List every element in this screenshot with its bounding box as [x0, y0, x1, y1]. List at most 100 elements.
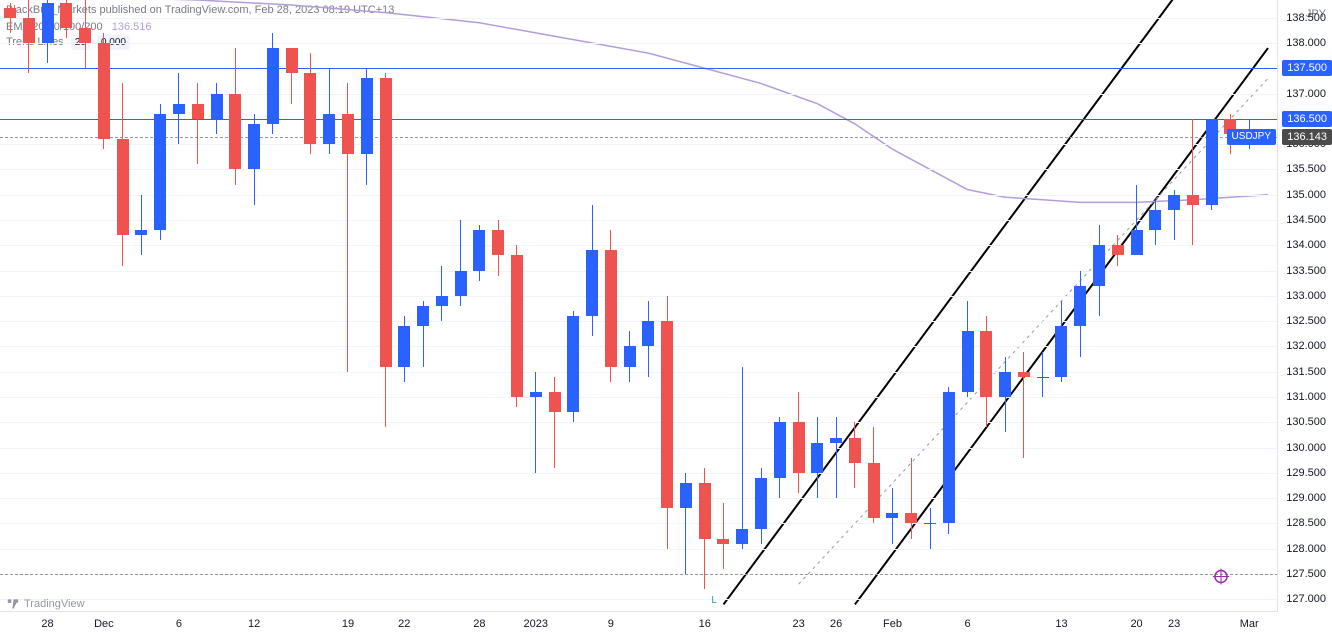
y-tick: 128.500 — [1286, 517, 1326, 529]
candle-body[interactable] — [661, 321, 673, 508]
y-tick: 138.500 — [1286, 12, 1326, 24]
plot-area[interactable]: L — [0, 0, 1278, 612]
low-marker: L — [711, 595, 717, 606]
candle-body[interactable] — [192, 104, 204, 119]
trend-line[interactable] — [723, 0, 1268, 604]
y-axis[interactable]: JPY 127.000127.500128.000128.500129.0001… — [1277, 0, 1332, 612]
candle-body[interactable] — [830, 438, 842, 443]
candle-body[interactable] — [1206, 119, 1218, 205]
x-tick: 20 — [1130, 618, 1142, 630]
candle-body[interactable] — [924, 523, 936, 524]
horizontal-line[interactable] — [0, 137, 1278, 138]
candle-body[interactable] — [530, 392, 542, 397]
x-tick: Mar — [1240, 618, 1259, 630]
candle-body[interactable] — [943, 392, 955, 524]
price-label: 136.143 — [1282, 129, 1332, 145]
candle-body[interactable] — [586, 250, 598, 316]
candle-body[interactable] — [642, 321, 654, 346]
x-tick: 22 — [398, 618, 410, 630]
y-tick: 137.000 — [1286, 88, 1326, 100]
candle-body[interactable] — [1074, 286, 1086, 326]
horizontal-line[interactable] — [0, 119, 1278, 120]
candle-body[interactable] — [905, 513, 917, 523]
candle-body[interactable] — [811, 443, 823, 473]
horizontal-line[interactable] — [0, 68, 1278, 69]
candle-body[interactable] — [380, 78, 392, 366]
candle-body[interactable] — [774, 422, 786, 478]
candle-body[interactable] — [1131, 230, 1143, 255]
x-tick: 28 — [473, 618, 485, 630]
candle-body[interactable] — [605, 250, 617, 366]
candle-body[interactable] — [4, 8, 16, 18]
candle-body[interactable] — [79, 28, 91, 43]
candle-body[interactable] — [135, 230, 147, 235]
candle-body[interactable] — [680, 483, 692, 508]
candle-body[interactable] — [455, 271, 467, 296]
candle-body[interactable] — [286, 48, 298, 73]
candle-body[interactable] — [361, 78, 373, 154]
y-tick: 131.000 — [1286, 391, 1326, 403]
candle-body[interactable] — [999, 372, 1011, 397]
candle-body[interactable] — [849, 438, 861, 463]
candle-body[interactable] — [736, 529, 748, 544]
candle-body[interactable] — [23, 18, 35, 43]
candle-body[interactable] — [173, 104, 185, 114]
candle-wick — [535, 372, 536, 473]
candle-body[interactable] — [117, 139, 129, 235]
candle-wick — [441, 266, 442, 322]
x-tick: 12 — [248, 618, 260, 630]
candle-body[interactable] — [567, 316, 579, 412]
candle-body[interactable] — [60, 3, 72, 28]
candle-body[interactable] — [1149, 210, 1161, 230]
candle-body[interactable] — [886, 513, 898, 518]
candle-body[interactable] — [229, 94, 241, 170]
horizontal-line[interactable] — [0, 574, 1278, 575]
candle-body[interactable] — [717, 539, 729, 544]
candle-body[interactable] — [248, 124, 260, 170]
x-tick: 6 — [965, 618, 971, 630]
candle-wick — [911, 458, 912, 539]
candle-body[interactable] — [436, 296, 448, 306]
candle-body[interactable] — [342, 114, 354, 154]
candle-body[interactable] — [492, 230, 504, 255]
candle-body[interactable] — [267, 48, 279, 124]
candle-body[interactable] — [1112, 245, 1124, 255]
x-tick: 2023 — [523, 618, 547, 630]
candle-body[interactable] — [304, 73, 316, 144]
candle-body[interactable] — [980, 331, 992, 397]
candle-body[interactable] — [98, 43, 110, 139]
candle-body[interactable] — [868, 463, 880, 519]
candle-body[interactable] — [624, 346, 636, 366]
candle-body[interactable] — [323, 114, 335, 144]
y-tick: 134.000 — [1286, 239, 1326, 251]
candle-body[interactable] — [511, 255, 523, 397]
candle-body[interactable] — [1093, 245, 1105, 285]
candle-body[interactable] — [962, 331, 974, 392]
candle-body[interactable] — [1187, 195, 1199, 205]
y-tick: 127.500 — [1286, 568, 1326, 580]
candle-body[interactable] — [1168, 195, 1180, 210]
target-icon[interactable] — [1213, 569, 1229, 590]
candle-body[interactable] — [154, 114, 166, 230]
x-axis[interactable]: 28Dec61219222820239162326Feb6132023Mar — [0, 611, 1332, 639]
candle-wick — [1192, 119, 1193, 245]
watermark-text: TradingView — [24, 598, 85, 610]
x-tick: Feb — [883, 618, 902, 630]
y-tick: 130.500 — [1286, 416, 1326, 428]
candle-body[interactable] — [1055, 326, 1067, 377]
candle-body[interactable] — [755, 478, 767, 529]
candle-body[interactable] — [473, 230, 485, 270]
y-tick: 135.000 — [1286, 189, 1326, 201]
candle-body[interactable] — [1018, 372, 1030, 377]
candle-body[interactable] — [1037, 377, 1049, 378]
candle-wick — [1042, 352, 1043, 398]
candle-body[interactable] — [42, 3, 54, 43]
candle-body[interactable] — [699, 483, 711, 539]
candle-body[interactable] — [793, 422, 805, 473]
candle-body[interactable] — [398, 326, 410, 366]
candle-body[interactable] — [417, 306, 429, 326]
candle-wick — [554, 377, 555, 468]
x-tick: 28 — [41, 618, 53, 630]
candle-body[interactable] — [549, 392, 561, 412]
candle-body[interactable] — [211, 94, 223, 119]
